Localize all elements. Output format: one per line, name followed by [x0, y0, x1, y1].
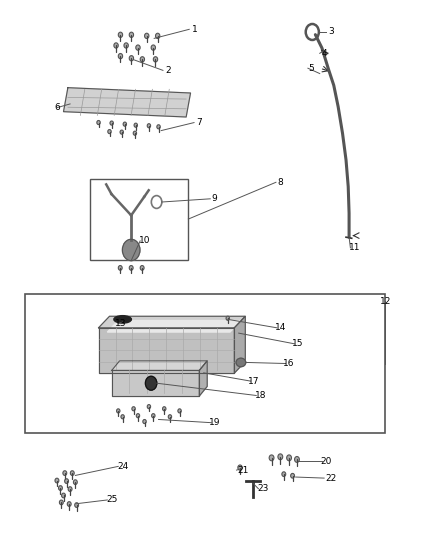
Circle shape [178, 409, 181, 413]
Polygon shape [107, 320, 241, 332]
Circle shape [117, 409, 120, 413]
Text: 18: 18 [255, 391, 266, 400]
Circle shape [119, 54, 122, 58]
Circle shape [68, 502, 71, 506]
Circle shape [110, 122, 113, 125]
Circle shape [62, 494, 65, 497]
Text: 4: 4 [321, 49, 327, 58]
Text: 12: 12 [380, 297, 391, 305]
Circle shape [75, 503, 78, 507]
Text: 21: 21 [237, 466, 249, 474]
Circle shape [238, 466, 242, 470]
Text: 17: 17 [248, 377, 260, 385]
Circle shape [157, 125, 160, 128]
Ellipse shape [114, 316, 131, 323]
Circle shape [74, 480, 77, 484]
Text: 19: 19 [209, 418, 220, 427]
Circle shape [291, 474, 294, 478]
Polygon shape [99, 316, 245, 328]
Circle shape [270, 456, 273, 460]
Text: 20: 20 [321, 457, 332, 465]
Bar [25, 294, 385, 433]
Circle shape [143, 420, 146, 423]
Circle shape [148, 405, 150, 408]
Circle shape [141, 266, 144, 270]
Circle shape [283, 472, 285, 476]
Circle shape [124, 44, 128, 47]
Circle shape [287, 456, 291, 460]
Ellipse shape [236, 358, 246, 367]
Circle shape [97, 121, 100, 124]
Circle shape [130, 33, 133, 37]
Text: 23: 23 [257, 484, 268, 493]
Circle shape [60, 500, 63, 504]
Polygon shape [199, 361, 207, 396]
Text: 16: 16 [283, 359, 295, 368]
Text: 13: 13 [115, 319, 126, 328]
Text: 9: 9 [212, 195, 218, 203]
Polygon shape [64, 87, 191, 117]
Circle shape [69, 487, 71, 491]
Circle shape [134, 132, 136, 135]
Circle shape [169, 415, 171, 418]
Bar [90, 179, 188, 260]
Text: 14: 14 [275, 324, 286, 332]
Circle shape [119, 266, 122, 270]
Circle shape [132, 407, 135, 410]
Circle shape [134, 124, 137, 127]
Polygon shape [112, 361, 207, 370]
Text: 3: 3 [328, 28, 334, 36]
Text: 6: 6 [54, 103, 60, 112]
Circle shape [226, 317, 229, 320]
Circle shape [124, 123, 126, 126]
Text: 10: 10 [139, 237, 150, 245]
Text: 11: 11 [349, 244, 360, 252]
Circle shape [137, 414, 139, 417]
Circle shape [279, 455, 282, 459]
Circle shape [64, 471, 66, 475]
Circle shape [145, 34, 148, 38]
Circle shape [141, 58, 144, 61]
Circle shape [156, 34, 159, 38]
Circle shape [122, 239, 140, 261]
Circle shape [65, 479, 68, 483]
Circle shape [295, 457, 299, 462]
Text: 15: 15 [292, 340, 304, 348]
Circle shape [130, 56, 133, 60]
Circle shape [152, 46, 155, 50]
Circle shape [148, 124, 150, 127]
Polygon shape [99, 328, 234, 373]
Circle shape [114, 44, 118, 47]
Circle shape [145, 376, 157, 390]
Circle shape [108, 130, 111, 133]
Text: 25: 25 [106, 496, 117, 504]
Circle shape [71, 471, 74, 475]
Circle shape [130, 266, 133, 270]
Circle shape [163, 407, 166, 410]
Circle shape [56, 479, 58, 482]
Text: 2: 2 [166, 66, 171, 75]
Polygon shape [112, 370, 199, 396]
Text: 24: 24 [117, 462, 128, 471]
Text: 8: 8 [277, 178, 283, 187]
Text: 7: 7 [196, 118, 202, 127]
Text: 5: 5 [308, 64, 314, 72]
Text: 22: 22 [325, 474, 336, 482]
Circle shape [120, 131, 123, 134]
Circle shape [154, 58, 157, 61]
Circle shape [136, 46, 140, 50]
Circle shape [121, 415, 124, 418]
Circle shape [119, 33, 122, 37]
Circle shape [59, 486, 62, 490]
Text: 1: 1 [192, 25, 198, 34]
Polygon shape [234, 316, 245, 373]
Circle shape [152, 414, 155, 417]
